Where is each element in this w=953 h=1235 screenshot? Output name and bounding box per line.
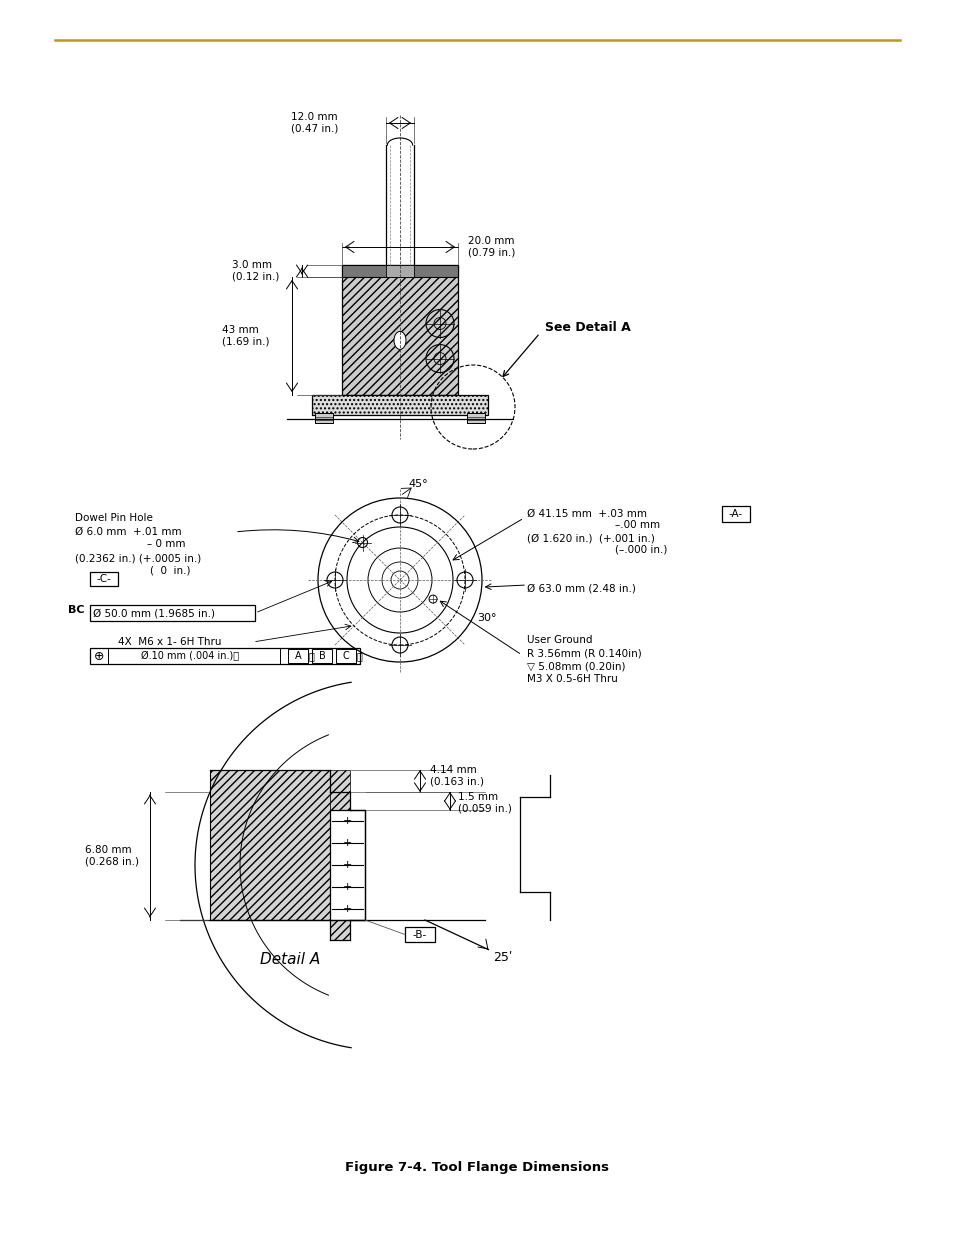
Text: Ø 50.0 mm (1.9685 in.): Ø 50.0 mm (1.9685 in.) xyxy=(92,608,214,618)
Text: M3 X 0.5-6H Thru: M3 X 0.5-6H Thru xyxy=(526,674,618,684)
Text: +: + xyxy=(342,904,352,914)
Polygon shape xyxy=(210,769,330,920)
Text: (–.000 in.): (–.000 in.) xyxy=(615,543,667,555)
Bar xyxy=(386,266,414,277)
Text: Dowel Pin Hole: Dowel Pin Hole xyxy=(75,513,152,522)
Text: -B-: -B- xyxy=(413,930,427,940)
Bar xyxy=(330,810,365,920)
Text: Ø 63.0 mm (2.48 in.): Ø 63.0 mm (2.48 in.) xyxy=(526,583,636,593)
Text: (  0  in.): ( 0 in.) xyxy=(150,564,191,576)
Bar xyxy=(721,506,749,522)
Bar xyxy=(467,412,484,424)
Text: -A-: -A- xyxy=(728,509,742,519)
Text: +: + xyxy=(342,860,352,869)
Bar xyxy=(312,395,488,415)
Text: 20.0 mm
(0.79 in.): 20.0 mm (0.79 in.) xyxy=(468,236,515,258)
Bar xyxy=(312,395,488,415)
Text: Ø 41.15 mm  +.03 mm: Ø 41.15 mm +.03 mm xyxy=(526,509,646,519)
Ellipse shape xyxy=(394,331,406,350)
Text: – 0 mm: – 0 mm xyxy=(147,538,185,550)
Text: +: + xyxy=(342,839,352,848)
FancyBboxPatch shape xyxy=(341,266,457,395)
Text: ⊕: ⊕ xyxy=(93,650,104,662)
Text: 45°: 45° xyxy=(408,479,427,489)
Text: +: + xyxy=(342,882,352,892)
Text: ▽ 5.08mm (0.20in): ▽ 5.08mm (0.20in) xyxy=(526,661,625,671)
Text: 43 mm
(1.69 in.): 43 mm (1.69 in.) xyxy=(222,325,269,347)
Text: Ⓜ: Ⓜ xyxy=(356,651,362,661)
Text: 3.0 mm
(0.12 in.): 3.0 mm (0.12 in.) xyxy=(232,261,279,282)
Bar xyxy=(90,648,359,664)
Text: BC: BC xyxy=(68,605,85,615)
Bar xyxy=(90,605,254,621)
Text: 30°: 30° xyxy=(476,613,496,622)
Polygon shape xyxy=(330,769,350,792)
Text: 4.14 mm
(0.163 in.): 4.14 mm (0.163 in.) xyxy=(430,766,483,787)
Bar xyxy=(288,650,308,663)
Text: C: C xyxy=(342,651,349,661)
Text: Ⓜ: Ⓜ xyxy=(309,651,314,661)
Bar xyxy=(314,412,333,424)
Text: (Ø 1.620 in.)  (+.001 in.): (Ø 1.620 in.) (+.001 in.) xyxy=(526,534,654,543)
Text: 6.80 mm
(0.268 in.): 6.80 mm (0.268 in.) xyxy=(85,845,139,867)
Text: Ø 6.0 mm  +.01 mm: Ø 6.0 mm +.01 mm xyxy=(75,527,181,537)
Text: 4X  M6 x 1- 6H Thru: 4X M6 x 1- 6H Thru xyxy=(118,637,221,647)
Polygon shape xyxy=(330,792,350,810)
Text: A: A xyxy=(294,651,301,661)
Bar xyxy=(335,650,355,663)
Polygon shape xyxy=(330,920,350,940)
Text: User Ground: User Ground xyxy=(526,635,592,645)
Text: (0.2362 in.) (+.0005 in.): (0.2362 in.) (+.0005 in.) xyxy=(75,553,201,563)
Bar xyxy=(312,650,332,663)
Text: –.00 mm: –.00 mm xyxy=(615,520,659,530)
Bar xyxy=(90,572,118,585)
Text: Figure 7-4. Tool Flange Dimensions: Figure 7-4. Tool Flange Dimensions xyxy=(345,1161,608,1173)
Bar xyxy=(341,266,457,277)
Bar xyxy=(405,927,435,942)
Text: 12.0 mm
(0.47 in.): 12.0 mm (0.47 in.) xyxy=(291,112,338,133)
Text: +: + xyxy=(342,816,352,826)
Text: R 3.56mm (R 0.140in): R 3.56mm (R 0.140in) xyxy=(526,648,641,658)
Text: 1.5 mm
(0.059 in.): 1.5 mm (0.059 in.) xyxy=(457,792,512,814)
Text: B: B xyxy=(318,651,325,661)
Text: Detail A: Detail A xyxy=(259,952,320,967)
Text: 25ʹ: 25ʹ xyxy=(493,951,513,965)
Text: Ø.10 mm (.004 in.)Ⓜ: Ø.10 mm (.004 in.)Ⓜ xyxy=(141,651,239,661)
Text: See Detail A: See Detail A xyxy=(544,321,630,333)
Text: -C-: -C- xyxy=(96,574,112,584)
